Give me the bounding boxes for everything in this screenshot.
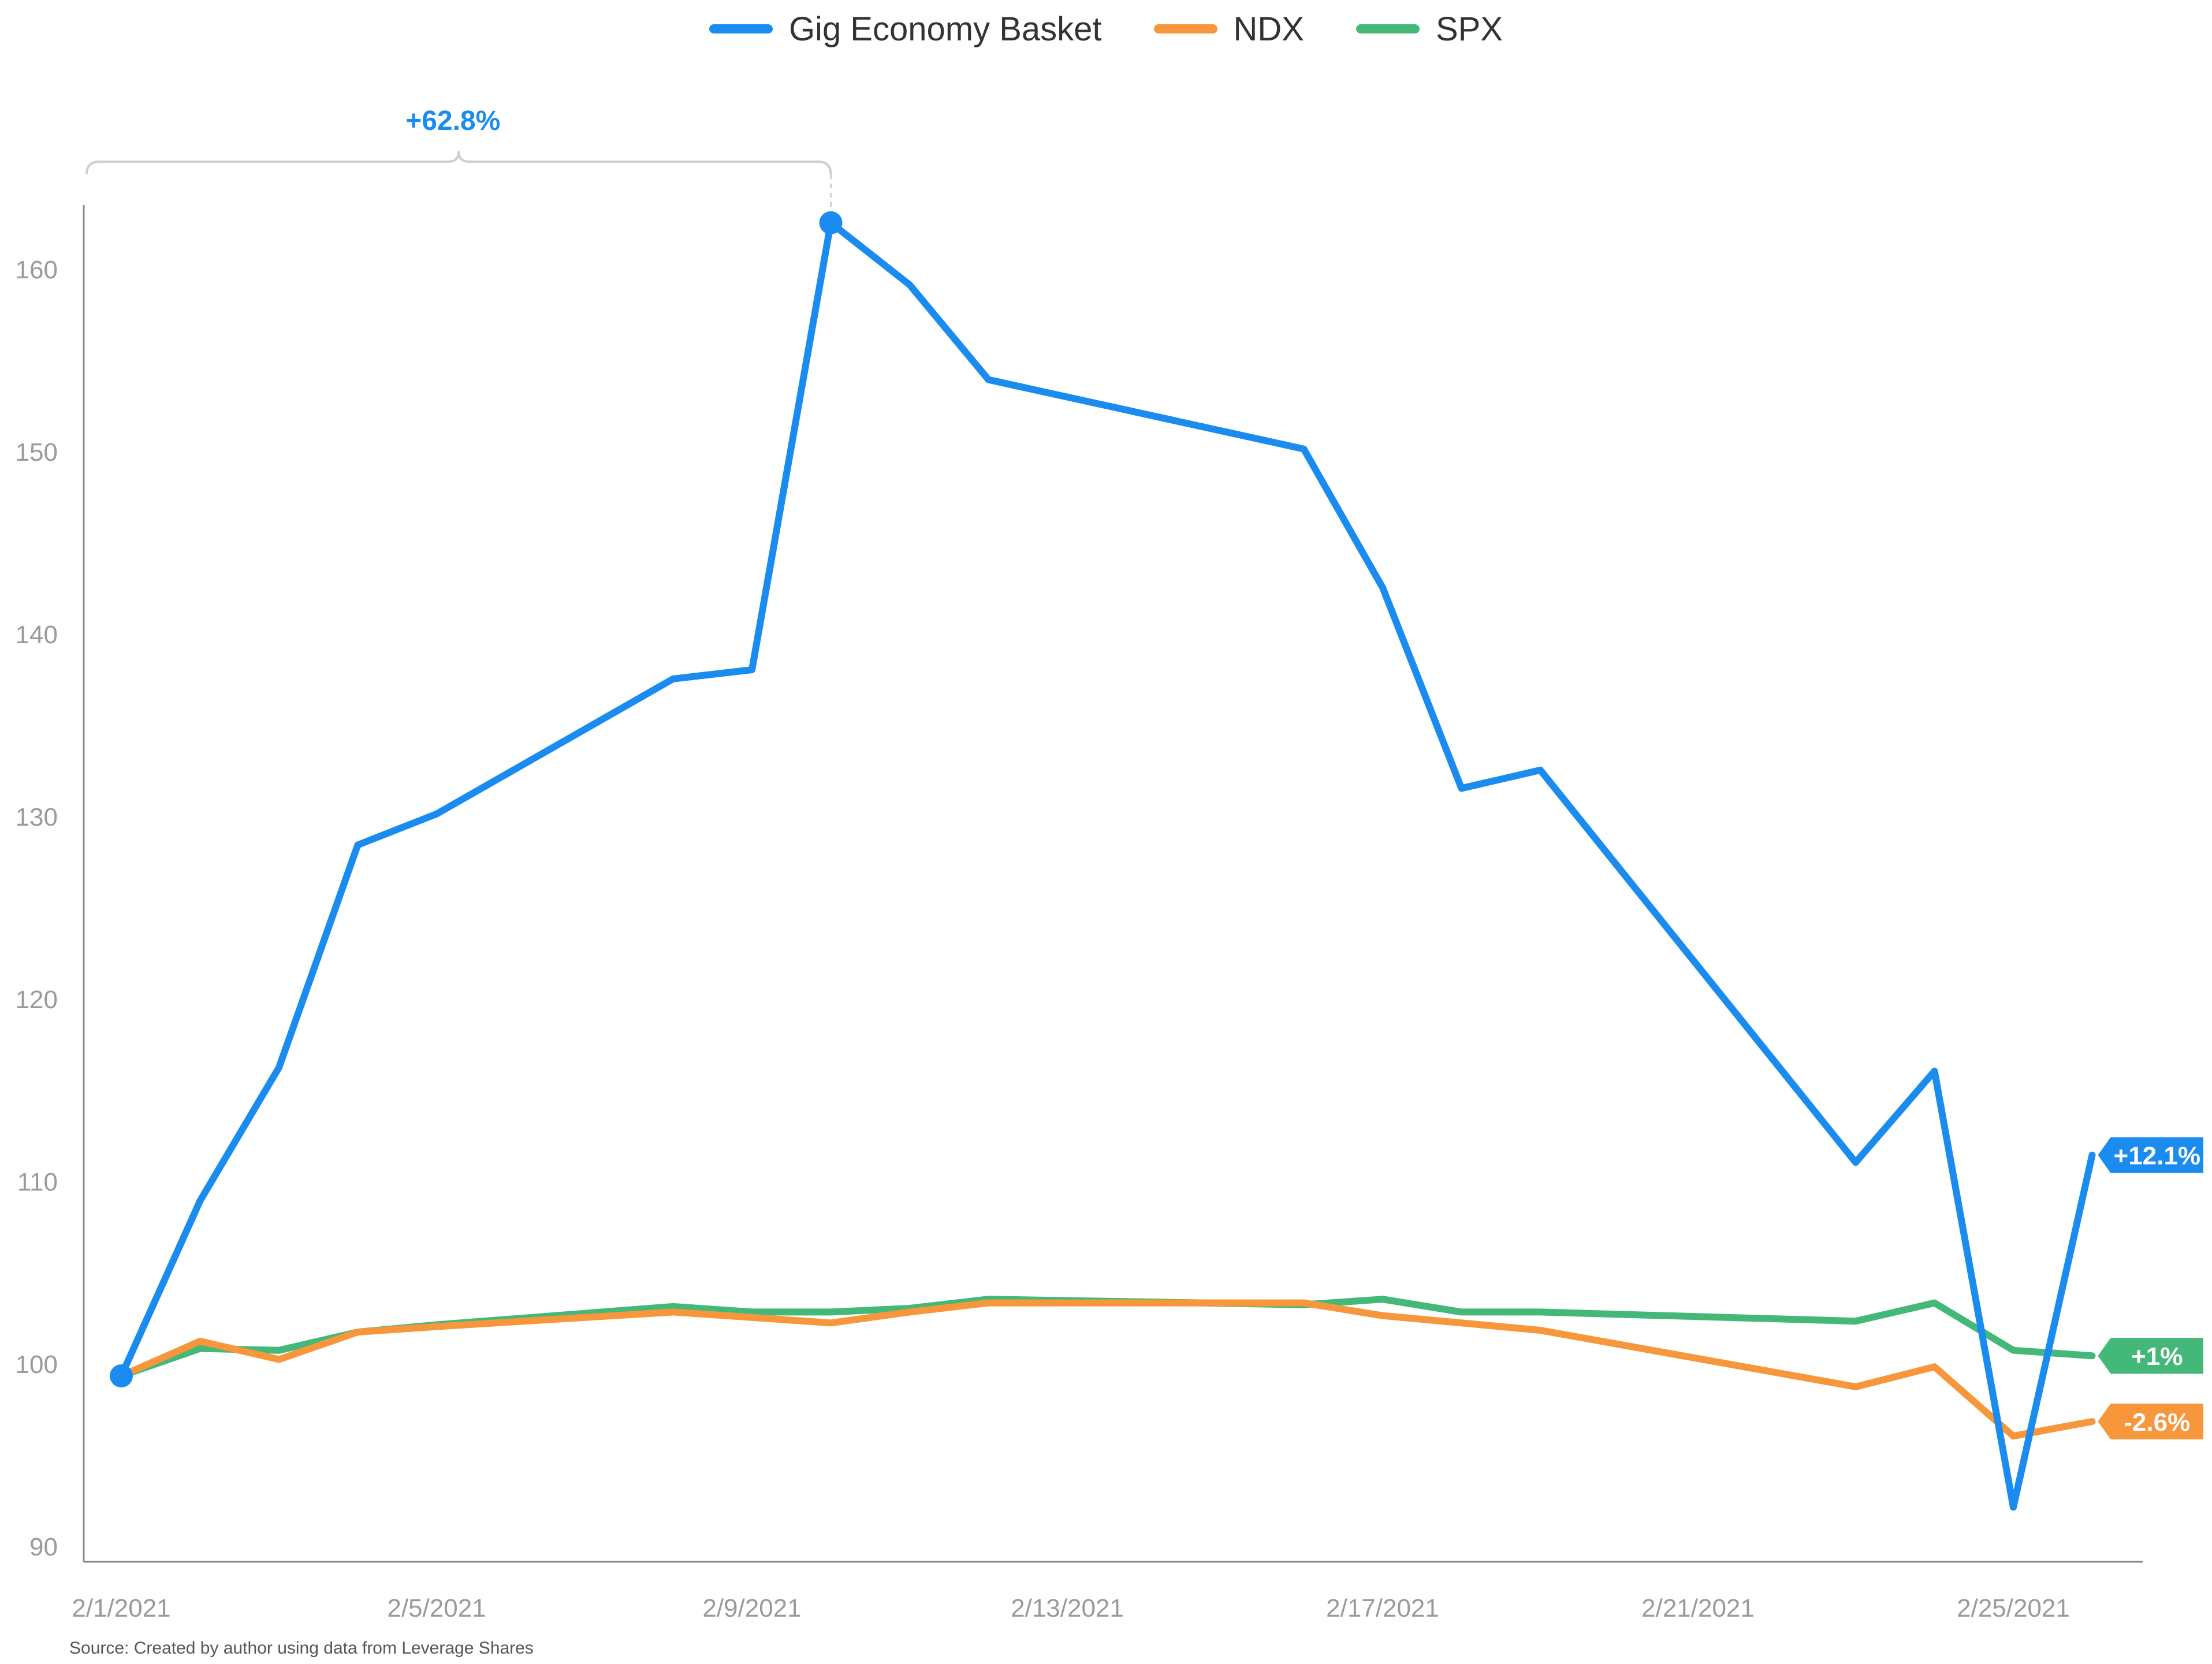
annotation-label: +62.8% <box>405 106 500 136</box>
y-tick-label: 100 <box>16 1350 58 1379</box>
end-label-text: +1% <box>2131 1342 2183 1371</box>
legend-item-gig: Gig Economy Basket <box>709 10 1102 48</box>
x-tick-label: 2/17/2021 <box>1326 1594 1439 1622</box>
end-label-tag <box>2098 1137 2203 1173</box>
legend-swatch-spx <box>1355 24 1420 33</box>
y-tick-label: 150 <box>16 438 58 467</box>
y-tick-label: 160 <box>16 256 58 284</box>
end-label-text: -2.6% <box>2124 1408 2190 1437</box>
chart-legend: Gig Economy Basket NDX SPX <box>0 0 2212 58</box>
legend-label-gig: Gig Economy Basket <box>788 10 1102 48</box>
y-tick-label: 130 <box>16 803 58 831</box>
end-label-tag <box>2098 1338 2203 1374</box>
y-tick-label: 90 <box>29 1533 58 1561</box>
legend-item-spx: SPX <box>1355 10 1503 48</box>
legend-swatch-gig <box>709 24 773 33</box>
x-tick-label: 2/5/2021 <box>387 1594 486 1622</box>
series-line-gig-economy-basket <box>118 219 2096 1511</box>
end-label-tag <box>2098 1403 2203 1439</box>
end-label-text: +12.1% <box>2114 1142 2200 1170</box>
legend-swatch-ndx <box>1153 24 1217 33</box>
series-line-ndx <box>118 1299 2096 1440</box>
source-note: Source: Created by author using data fro… <box>69 1639 534 1658</box>
legend-label-ndx: NDX <box>1233 10 1304 48</box>
x-tick-label: 2/25/2021 <box>1957 1594 2070 1622</box>
x-tick-label: 2/13/2021 <box>1011 1594 1124 1622</box>
series-line-spx <box>118 1296 2096 1379</box>
legend-item-ndx: NDX <box>1153 10 1304 48</box>
start-point-marker <box>110 1364 133 1387</box>
y-tick-label: 110 <box>17 1168 58 1196</box>
annotation-bracket <box>85 151 832 175</box>
y-tick-label: 140 <box>16 621 58 649</box>
peak-point-marker <box>819 211 843 234</box>
x-tick-label: 2/21/2021 <box>1641 1594 1755 1622</box>
x-tick-label: 2/1/2021 <box>72 1594 170 1622</box>
y-tick-label: 120 <box>16 986 58 1014</box>
legend-label-spx: SPX <box>1435 10 1503 48</box>
x-tick-label: 2/9/2021 <box>702 1594 801 1622</box>
